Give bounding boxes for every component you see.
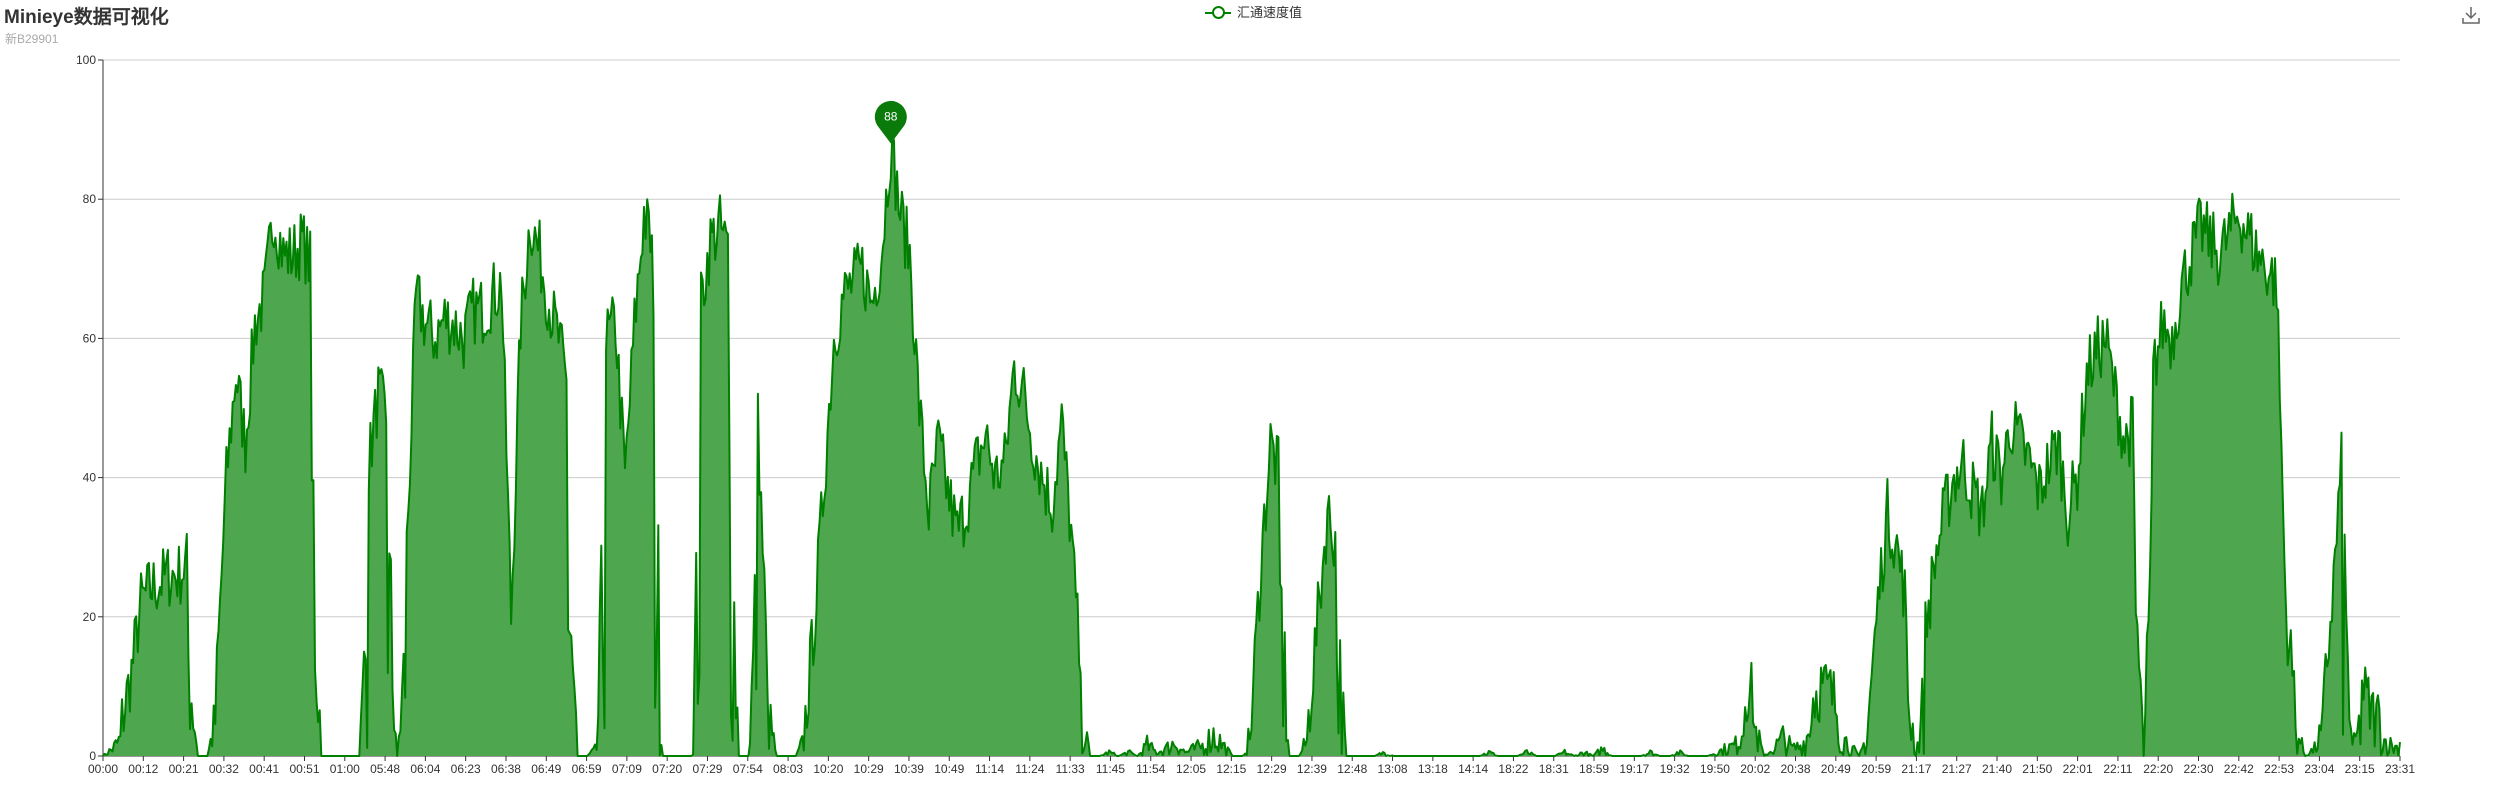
x-tick-label: 01:00 bbox=[330, 762, 360, 776]
x-tick-label: 18:22 bbox=[1498, 762, 1528, 776]
x-tick-label: 20:02 bbox=[1740, 762, 1770, 776]
x-tick-label: 19:50 bbox=[1700, 762, 1730, 776]
x-tick-label: 00:00 bbox=[88, 762, 118, 776]
y-tick-label: 100 bbox=[76, 53, 96, 67]
page-title: Minieye数据可视化 bbox=[4, 7, 169, 28]
x-tick-label: 06:38 bbox=[491, 762, 521, 776]
x-tick-label: 22:01 bbox=[2063, 762, 2093, 776]
x-tick-label: 12:05 bbox=[1176, 762, 1206, 776]
y-tick-label: 80 bbox=[83, 192, 97, 206]
x-tick-label: 07:29 bbox=[692, 762, 722, 776]
x-tick-label: 23:31 bbox=[2385, 762, 2415, 776]
x-tick-label: 00:41 bbox=[249, 762, 279, 776]
x-tick-label: 00:12 bbox=[128, 762, 158, 776]
x-tick-label: 11:33 bbox=[1056, 762, 1085, 776]
x-tick-label: 22:30 bbox=[2183, 762, 2213, 776]
x-tick-label: 21:50 bbox=[2022, 762, 2052, 776]
x-tick-label: 21:17 bbox=[1901, 762, 1931, 776]
download-icon[interactable] bbox=[2460, 4, 2482, 26]
max-value-pin: 88 bbox=[874, 100, 907, 144]
x-tick-label: 06:49 bbox=[531, 762, 561, 776]
page-subtitle: 新B29901 bbox=[5, 32, 59, 46]
x-tick-label: 20:49 bbox=[1821, 762, 1851, 776]
x-tick-label: 05:48 bbox=[370, 762, 400, 776]
x-tick-label: 07:54 bbox=[733, 762, 763, 776]
x-tick-label: 19:17 bbox=[1619, 762, 1649, 776]
legend-label: 汇通速度值 bbox=[1237, 5, 1303, 20]
x-tick-label: 13:08 bbox=[1378, 762, 1408, 776]
x-tick-label: 10:20 bbox=[813, 762, 843, 776]
max-pin-marker bbox=[874, 100, 907, 144]
x-tick-label: 20:59 bbox=[1861, 762, 1891, 776]
x-tick-label: 11:24 bbox=[1015, 762, 1044, 776]
x-tick-label: 18:59 bbox=[1579, 762, 1609, 776]
x-tick-label: 00:21 bbox=[169, 762, 199, 776]
x-tick-label: 22:53 bbox=[2264, 762, 2294, 776]
x-tick-label: 10:29 bbox=[854, 762, 884, 776]
x-tick-label: 21:40 bbox=[1982, 762, 2012, 776]
x-tick-label: 18:31 bbox=[1539, 762, 1569, 776]
x-tick-label: 23:15 bbox=[2345, 762, 2375, 776]
y-axis: 0 20 40 60 80 100 bbox=[76, 53, 104, 763]
x-tick-label: 22:20 bbox=[2143, 762, 2173, 776]
x-tick-label: 00:32 bbox=[209, 762, 239, 776]
x-tick-label: 06:59 bbox=[572, 762, 602, 776]
x-tick-label: 11:14 bbox=[975, 762, 1004, 776]
x-tick-label: 07:20 bbox=[652, 762, 682, 776]
y-tick-label: 20 bbox=[83, 610, 97, 624]
x-tick-label: 11:45 bbox=[1096, 762, 1125, 776]
x-tick-label: 12:48 bbox=[1337, 762, 1367, 776]
x-tick-label: 13:18 bbox=[1418, 762, 1448, 776]
x-tick-label: 10:39 bbox=[894, 762, 924, 776]
x-tick-label: 12:15 bbox=[1216, 762, 1246, 776]
x-tick-label: 08:03 bbox=[773, 762, 803, 776]
x-tick-label: 22:11 bbox=[2103, 762, 2132, 776]
x-tick-label: 06:23 bbox=[451, 762, 481, 776]
x-tick-label: 07:09 bbox=[612, 762, 642, 776]
max-pin-label: 88 bbox=[884, 110, 898, 124]
x-tick-label: 00:51 bbox=[289, 762, 319, 776]
x-axis: 00:00 00:12 00:21 00:32 00:41 00:51 01:00 05:48… bbox=[88, 756, 2415, 776]
legend-line-circle-icon bbox=[1205, 4, 1231, 20]
x-tick-label: 10:49 bbox=[934, 762, 964, 776]
x-tick-label: 19:32 bbox=[1660, 762, 1690, 776]
x-tick-label: 14:14 bbox=[1458, 762, 1488, 776]
x-tick-label: 06:04 bbox=[410, 762, 440, 776]
x-tick-label: 11:54 bbox=[1136, 762, 1165, 776]
legend-item-speed[interactable]: 汇通速度值 bbox=[1205, 2, 1302, 21]
x-tick-label: 20:38 bbox=[1781, 762, 1811, 776]
x-tick-label: 12:39 bbox=[1297, 762, 1327, 776]
y-tick-label: 0 bbox=[89, 749, 96, 763]
x-tick-label: 21:27 bbox=[1942, 762, 1972, 776]
series-line bbox=[102, 130, 2401, 757]
x-tick-label: 12:29 bbox=[1257, 762, 1287, 776]
y-tick-label: 60 bbox=[83, 331, 97, 345]
series-area bbox=[103, 131, 2400, 757]
y-tick-label: 40 bbox=[83, 471, 97, 485]
x-tick-label: 22:42 bbox=[2224, 762, 2254, 776]
x-tick-label: 23:04 bbox=[2304, 762, 2334, 776]
